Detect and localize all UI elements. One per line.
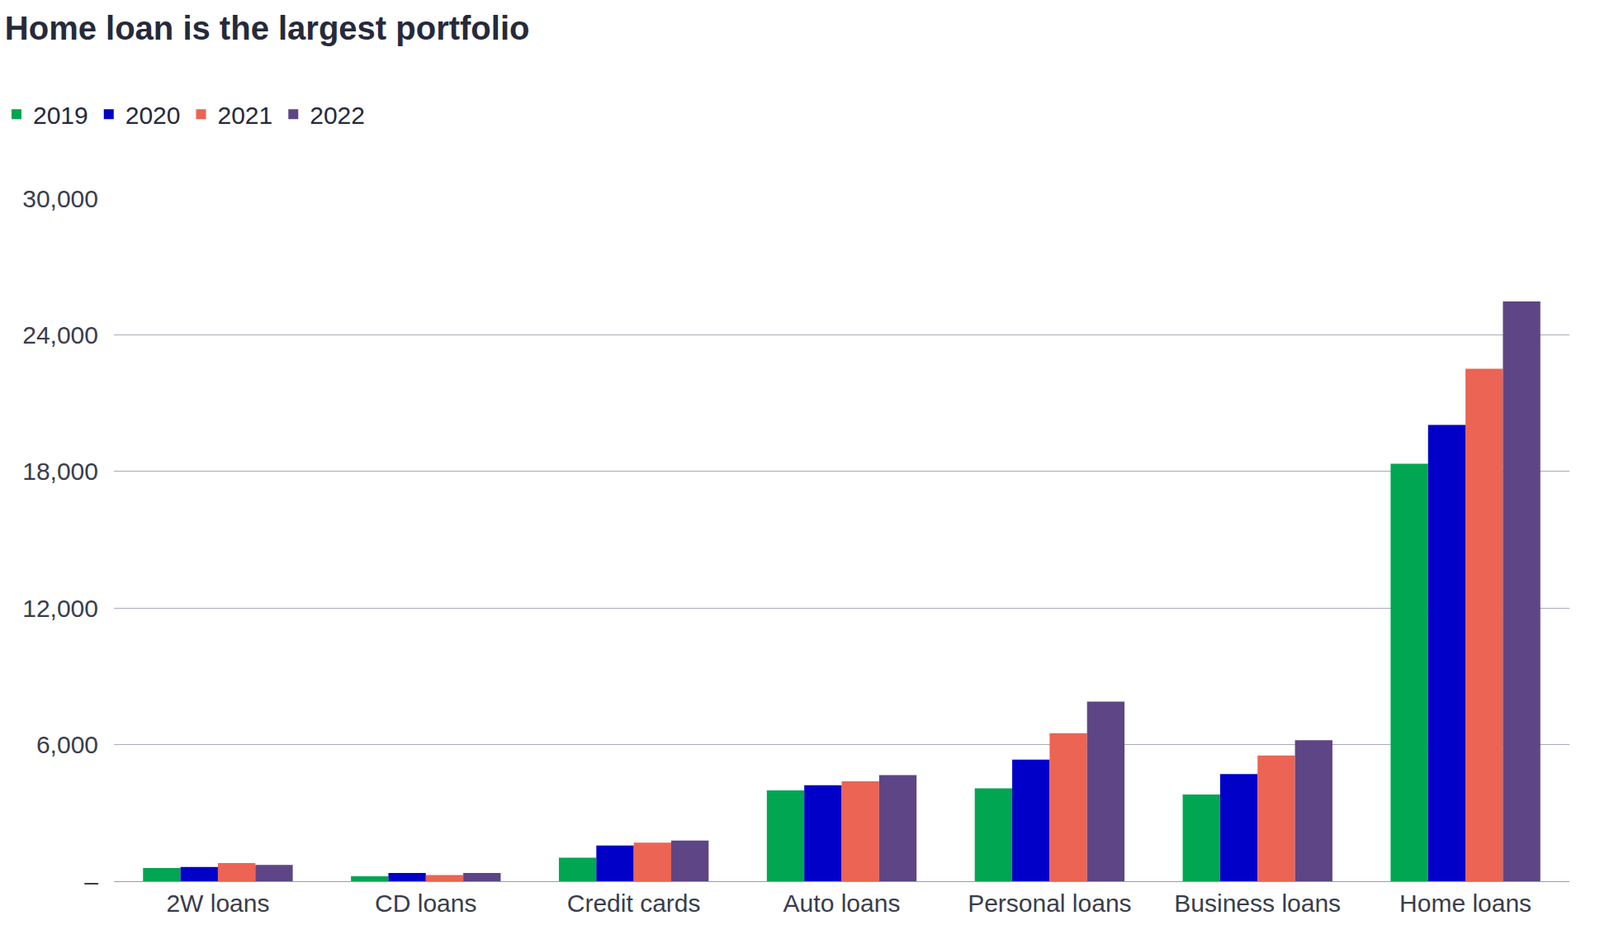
svg-text:–: – (84, 867, 99, 895)
svg-text:2W loans: 2W loans (165, 889, 270, 917)
svg-text:6,000: 6,000 (36, 730, 99, 758)
svg-text:30,000: 30,000 (22, 184, 99, 213)
svg-text:Credit cards: Credit cards (567, 889, 701, 917)
svg-text:Home loans: Home loans (1399, 889, 1532, 917)
svg-text:2021: 2021 (217, 101, 274, 129)
svg-text:2022: 2022 (309, 101, 365, 129)
svg-text:Personal loans: Personal loans (967, 889, 1132, 917)
svg-text:24,000: 24,000 (22, 321, 99, 349)
svg-text:CD loans: CD loans (374, 889, 477, 917)
svg-text:Home loan is the largest portf: Home loan is the largest portfolio (4, 9, 531, 47)
svg-text:2020: 2020 (125, 101, 181, 129)
svg-text:18,000: 18,000 (22, 457, 99, 485)
svg-text:Business loans: Business loans (1173, 889, 1341, 917)
svg-text:2019: 2019 (33, 101, 89, 129)
svg-text:12,000: 12,000 (22, 594, 99, 622)
svg-text:Auto loans: Auto loans (783, 889, 901, 917)
